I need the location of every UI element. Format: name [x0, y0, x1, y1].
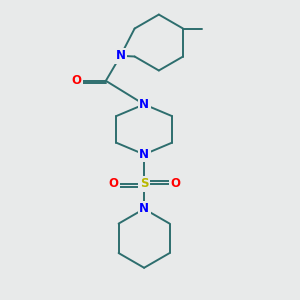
- Text: N: N: [139, 202, 149, 215]
- Text: S: S: [140, 177, 148, 190]
- Text: N: N: [139, 148, 149, 161]
- Text: N: N: [139, 98, 149, 111]
- Text: O: O: [71, 74, 81, 87]
- Text: O: O: [108, 177, 118, 190]
- Text: N: N: [116, 49, 126, 62]
- Text: O: O: [170, 177, 180, 190]
